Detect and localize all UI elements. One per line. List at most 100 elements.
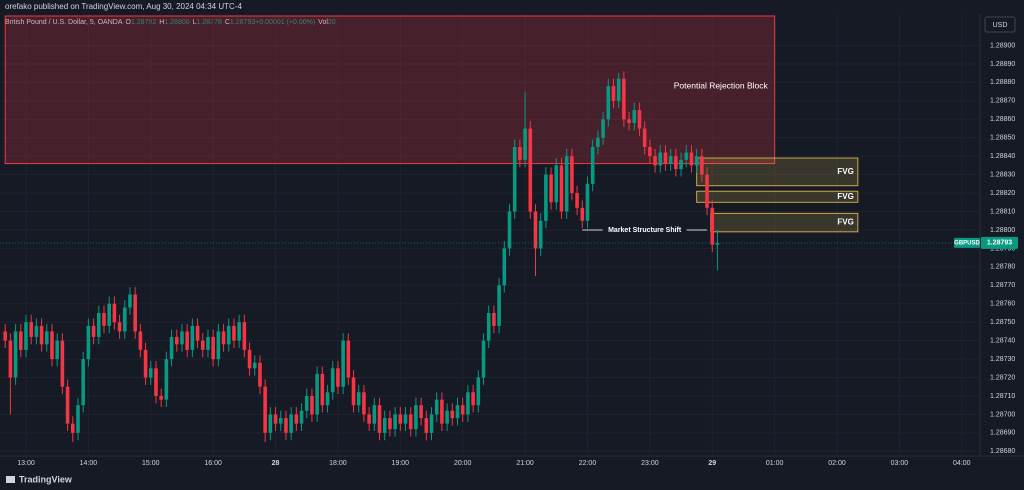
candle-body bbox=[174, 336, 179, 345]
candle-body bbox=[185, 331, 189, 350]
y-tick-label: 1.28730 bbox=[990, 356, 1015, 363]
y-tick-label: 1.28860 bbox=[990, 116, 1015, 123]
candle-body bbox=[102, 312, 106, 326]
candle-body bbox=[460, 405, 465, 415]
x-tick-label: 15:00 bbox=[142, 460, 160, 467]
candle-body bbox=[450, 410, 455, 419]
candle-body bbox=[237, 322, 241, 341]
candle-body bbox=[476, 377, 481, 406]
y-tick-label: 1.28710 bbox=[990, 393, 1015, 400]
candle-body bbox=[544, 174, 548, 221]
candle-body bbox=[154, 368, 158, 396]
candle-body bbox=[622, 78, 626, 120]
candle-body bbox=[642, 128, 647, 147]
candle-body bbox=[8, 340, 13, 378]
symbol-tag: GBPUSD bbox=[954, 240, 980, 246]
zone bbox=[696, 190, 859, 203]
candle-body bbox=[679, 159, 683, 170]
candle-body bbox=[601, 119, 605, 138]
candle-body bbox=[117, 322, 122, 332]
candle-body bbox=[689, 152, 694, 166]
x-tick-label: 28 bbox=[272, 460, 280, 467]
legend-key: L bbox=[193, 19, 197, 26]
candle-body bbox=[533, 211, 538, 249]
candle-body bbox=[492, 312, 496, 326]
candle-body bbox=[39, 325, 44, 345]
candle-body bbox=[24, 322, 28, 350]
candle-body bbox=[471, 392, 475, 406]
zone-label: FVG bbox=[837, 192, 853, 201]
y-tick-label: 1.28750 bbox=[990, 319, 1015, 326]
candle-body bbox=[336, 368, 340, 387]
x-tick-label: 20:00 bbox=[454, 460, 472, 467]
candle-body bbox=[180, 331, 184, 345]
symbol-name: British Pound / U.S. Dollar, 5, OANDA bbox=[5, 19, 123, 26]
x-tick-label: 19:00 bbox=[392, 460, 410, 467]
y-tick-label: 1.28870 bbox=[990, 98, 1015, 105]
candle-body bbox=[206, 336, 210, 350]
candle-body bbox=[518, 146, 522, 160]
candle-body bbox=[60, 340, 65, 387]
x-tick-label: 29 bbox=[708, 460, 716, 467]
candle-body bbox=[304, 395, 309, 411]
candle-body bbox=[315, 373, 319, 415]
candle-body bbox=[164, 359, 169, 400]
candle-body bbox=[273, 414, 278, 424]
price-tag: 1.28793 bbox=[987, 240, 1012, 247]
candle-body bbox=[133, 294, 137, 332]
candle-body bbox=[466, 392, 470, 415]
candle-body bbox=[356, 392, 361, 406]
candle-body bbox=[91, 325, 96, 337]
candle-body bbox=[242, 322, 247, 350]
x-tick-label: 18:00 bbox=[329, 460, 347, 467]
candle-body bbox=[575, 193, 579, 208]
candle-body bbox=[674, 156, 678, 170]
candle-body bbox=[122, 307, 127, 332]
x-tick-label: 03:00 bbox=[891, 460, 909, 467]
candle-body bbox=[382, 418, 387, 433]
y-tick-label: 1.28680 bbox=[990, 448, 1015, 455]
legend-key: C bbox=[225, 19, 230, 26]
candle-body bbox=[128, 294, 132, 308]
candle-body bbox=[252, 362, 257, 369]
y-tick-label: 1.28810 bbox=[990, 208, 1015, 215]
candle-body bbox=[138, 331, 143, 350]
y-tick-label: 1.28830 bbox=[990, 171, 1015, 178]
candle-body bbox=[18, 331, 23, 350]
candle-body bbox=[580, 207, 585, 221]
candle-body bbox=[419, 405, 423, 419]
candle-body bbox=[29, 322, 33, 337]
candle-body bbox=[393, 414, 397, 430]
candle-body bbox=[190, 325, 195, 350]
candle-body bbox=[13, 331, 18, 378]
candle-body bbox=[668, 156, 673, 164]
candle-body bbox=[590, 146, 595, 184]
candle-body bbox=[705, 174, 709, 208]
candle-body bbox=[653, 156, 657, 166]
candle-body bbox=[414, 405, 418, 430]
zone bbox=[4, 15, 776, 165]
candle-body bbox=[663, 152, 668, 164]
candle-body bbox=[284, 418, 288, 433]
candle-body bbox=[523, 128, 527, 160]
candle-body bbox=[195, 325, 200, 341]
legend-key: H bbox=[159, 19, 164, 26]
publish-note: orefako published on TradingView.com, Au… bbox=[5, 2, 242, 11]
candle-body bbox=[330, 368, 335, 393]
y-tick-label: 1.28850 bbox=[990, 135, 1015, 142]
candle-body bbox=[429, 414, 434, 433]
zone-label: FVG bbox=[837, 167, 853, 176]
symbol-tag-bg bbox=[954, 237, 980, 248]
x-tick-label: 23:00 bbox=[641, 460, 659, 467]
candle-body bbox=[232, 325, 236, 341]
candle-body bbox=[434, 399, 439, 415]
candle-body bbox=[694, 156, 699, 166]
y-tick-label: 1.28700 bbox=[990, 411, 1015, 418]
y-tick-label: 1.28880 bbox=[990, 79, 1015, 86]
candle-body bbox=[159, 395, 163, 400]
candle-body bbox=[403, 414, 408, 424]
y-tick-label: 1.28800 bbox=[990, 227, 1015, 234]
x-tick-label: 16:00 bbox=[204, 460, 222, 467]
